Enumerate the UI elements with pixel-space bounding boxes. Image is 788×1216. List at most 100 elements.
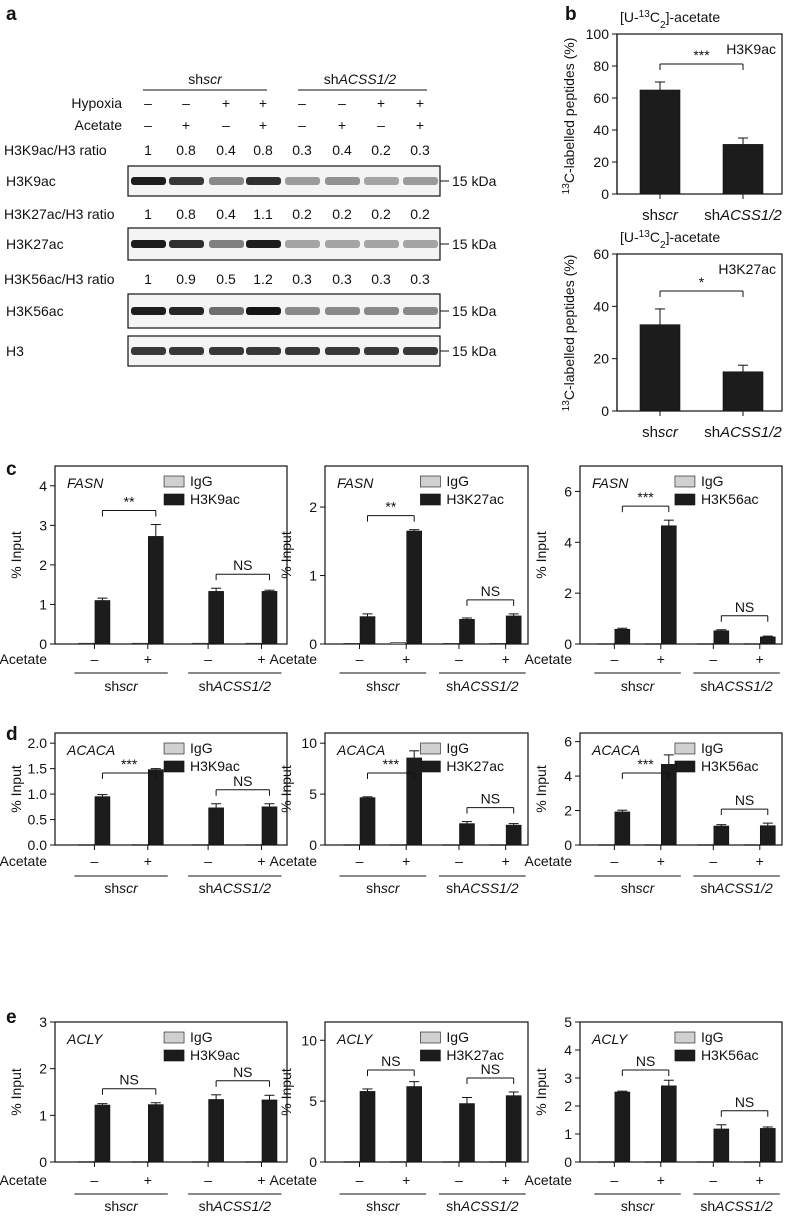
group-label-shscr: shscr [366,880,401,896]
chart-c-fasn-h3k9ac: c 0 1 2 3 4 % Input FASN IgG H3K9ac – + – + Acetate shs… [0,459,288,694]
sig-label: ** [124,494,135,510]
acetate-sign: + [657,651,665,667]
panel-label-a: a [6,4,17,25]
group-label-shscr: shscr [621,880,656,896]
ratio-value: 0.9 [176,271,196,287]
blot-band [246,307,281,315]
ratio-label: H3K27ac/H3 ratio [4,206,115,222]
bar-igg [598,844,615,846]
y-tick-label: 10 [301,1032,317,1048]
y-tick-label: 3 [39,517,47,533]
panel-label-c: c [6,459,17,480]
sig-label: NS [233,557,252,573]
row-sign: – [298,95,306,111]
bar-igg [644,1161,661,1163]
y-tick-label: 0 [39,636,47,652]
y-tick-label: 1 [564,1126,572,1142]
y-tick-label: 2 [564,803,572,819]
bar-antibody [759,636,776,645]
bar-antibody [148,1104,164,1163]
y-tick-label: 2 [39,557,47,573]
blot-band [246,347,281,355]
y-tick-label: 60 [593,90,609,106]
blot-band [169,307,204,315]
acetate-sign: – [356,651,364,667]
blot-label: H3 [6,343,24,359]
acetate-sign: + [144,853,152,869]
bar-igg [390,844,407,846]
acetate-sign: – [204,1172,212,1188]
row-sign: – [144,95,152,111]
bar-antibody [759,1128,776,1163]
blot-band [325,177,360,185]
y-tick-label: 1.0 [28,786,48,802]
blot-band [131,240,166,248]
row-label-hypoxia: Hypoxia [71,95,122,111]
legend-swatch-igg [163,475,185,488]
sig-label: NS [233,773,252,789]
acetate-sign: – [610,651,618,667]
chart-title: [U-13C2]-acetate [620,9,720,31]
bar-igg [192,642,208,645]
blot-band [209,177,244,185]
legend-swatch-antibody [163,760,185,773]
x-tick-label: shscr [642,207,679,224]
acetate-sign: – [610,853,618,869]
bar-igg [697,643,714,645]
legend-label-antibody: H3K56ac [701,758,759,774]
blot-band [169,177,204,185]
bar-antibody [660,525,677,645]
bar-antibody [713,1128,730,1163]
ratio-value: 0.2 [371,206,391,222]
sig-label: *** [637,756,654,772]
bar-antibody [94,1104,111,1163]
y-tick-label: 1 [39,596,47,612]
acetate-label: Acetate [0,853,47,869]
row-sign: – [222,117,230,133]
sig-label: * [699,274,705,290]
blot-label: H3K56ac [6,303,64,319]
bar-igg [78,844,95,846]
legend-swatch-igg [420,1031,441,1044]
ratio-value: 1.2 [253,271,273,287]
bar-antibody [406,757,423,846]
bar-antibody [713,630,730,645]
acetate-sign: – [455,651,463,667]
bar-antibody [614,628,631,645]
legend-swatch-igg [420,475,441,488]
plot-frame [54,1021,288,1163]
y-tick-label: 0 [309,837,317,853]
legend-swatch-antibody [420,493,441,506]
bar [722,371,764,412]
bar-igg [390,1161,407,1163]
bar-igg [743,1161,760,1163]
legend-swatch-antibody [163,1049,185,1062]
sig-label: NS [735,599,754,615]
acetate-sign: – [356,853,364,869]
x-tick-label: shscr [642,424,679,441]
ratio-value: 0.3 [292,142,312,158]
chart-d-acaca-h3k27ac: 0 5 10 % Input ACACA IgG H3K27ac – + – + Acetate shs… [270,732,529,896]
y-axis-label: % Input [278,1068,294,1116]
blot-band [285,347,320,355]
acetate-label: Acetate [525,651,573,667]
plot-frame [54,732,288,846]
ratio-value: 0.4 [216,206,236,222]
panel-b: b [U-13C2]-acetate 0 20 40 60 80 100 13C-labelle… [561,4,783,441]
legend-swatch-antibody [674,760,696,773]
y-tick-label: 5 [564,1014,572,1030]
legend-label-antibody: H3K9ac [190,1047,240,1063]
y-tick-label: 80 [593,58,609,74]
kda-label: 15 kDa [452,236,497,252]
legend-label-igg: IgG [190,1029,213,1045]
bar-antibody [359,616,376,645]
ratio-value: 0.4 [216,142,236,158]
bar-igg [644,844,661,846]
acetate-sign: – [91,1172,99,1188]
y-tick-label: 0 [564,636,572,652]
group-label-shscr: shscr [366,1198,401,1214]
acetate-label: Acetate [0,651,47,667]
bar-igg [598,643,615,645]
gene-label: FASN [67,475,104,491]
blot-band [285,240,320,248]
